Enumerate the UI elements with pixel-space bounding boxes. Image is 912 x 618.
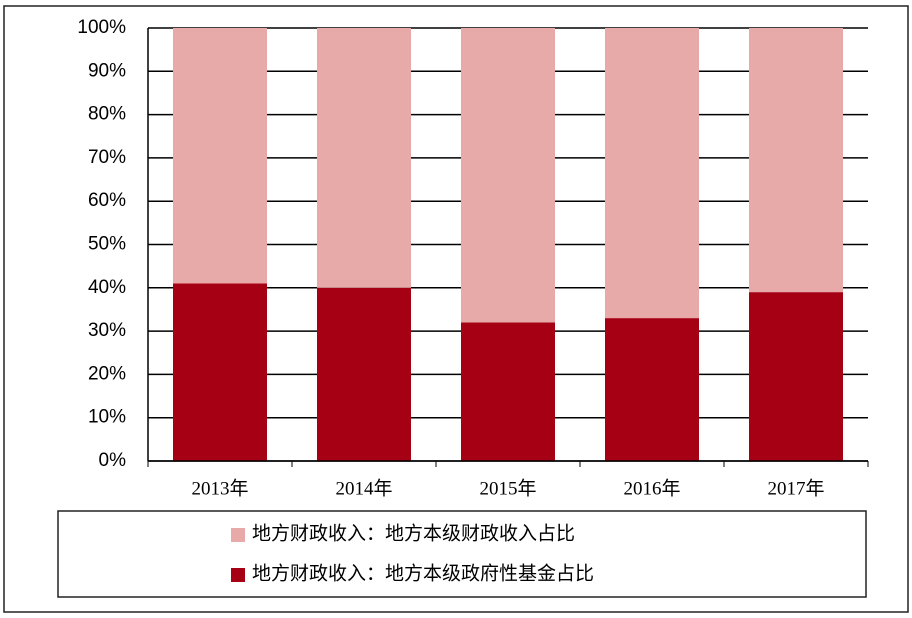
legend-box [57, 510, 867, 598]
legend-swatch [231, 568, 245, 582]
bar-segment [605, 28, 699, 319]
bar-segment [749, 292, 843, 461]
x-tick-label: 2013年 [191, 477, 248, 499]
bar-segment [173, 28, 267, 284]
frame [3, 5, 909, 613]
x-tick-label: 2017年 [767, 477, 824, 499]
legend-swatch [231, 528, 245, 542]
y-tick-label: 10% [88, 407, 126, 428]
y-tick-label: 80% [88, 104, 126, 125]
bar-segment [317, 28, 411, 288]
y-tick-label: 50% [88, 234, 126, 255]
bar-segment [173, 283, 267, 461]
bar-segment [749, 28, 843, 293]
y-tick-label: 100% [77, 17, 126, 38]
x-tick-label: 2016年 [623, 477, 680, 499]
y-tick-label: 30% [88, 320, 126, 341]
legend-label: 地方财政收入：地方本级政府性基金占比 [252, 562, 594, 584]
y-tick-label: 60% [88, 190, 126, 211]
x-tick-label: 2014年 [335, 477, 392, 499]
legend-label: 地方财政收入：地方本级财政收入占比 [252, 522, 575, 544]
y-tick-label: 70% [88, 147, 126, 168]
bar-segment [461, 28, 555, 323]
bar-segment [461, 322, 555, 461]
bar-segment [317, 287, 411, 461]
y-tick-label: 20% [88, 363, 126, 384]
y-tick-label: 40% [88, 277, 126, 298]
x-tick-label: 2015年 [479, 477, 536, 499]
bar-segment [605, 318, 699, 461]
y-tick-label: 90% [88, 60, 126, 81]
y-tick-label: 0% [99, 450, 127, 471]
